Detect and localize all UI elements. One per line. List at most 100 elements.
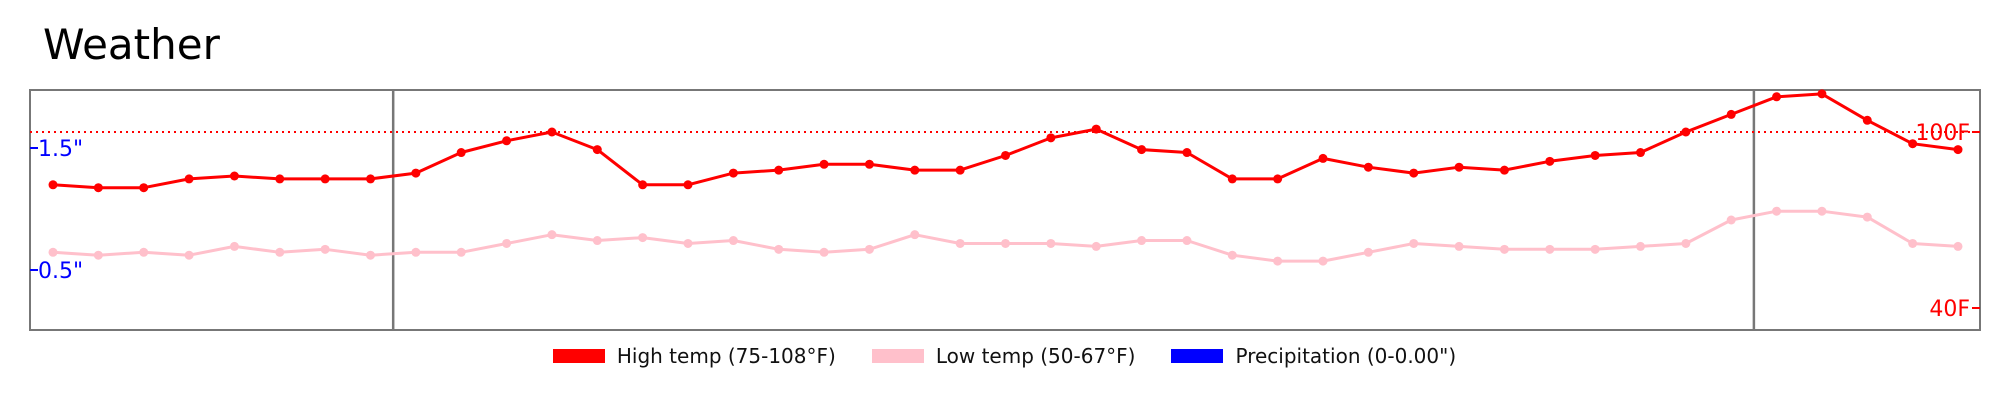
data-point-low-temp [1590,244,1600,254]
data-point-high-temp [728,168,738,178]
data-point-high-temp [955,165,965,175]
data-point-low-temp [1953,241,1963,251]
data-point-high-temp [1091,124,1101,134]
data-point-low-temp [275,247,285,257]
data-point-high-temp [1590,150,1600,160]
data-point-low-temp [411,247,421,257]
data-point-high-temp [411,168,421,178]
data-point-high-temp [592,145,602,155]
legend-swatch-high-temp [552,349,605,363]
data-point-low-temp [1862,212,1872,222]
legend-label-precipitation: Precipitation (0-0.00") [1235,344,1457,368]
data-point-high-temp [1726,109,1736,119]
data-point-low-temp [139,247,149,257]
data-point-low-temp [910,230,920,240]
data-point-high-temp [1363,162,1373,172]
data-point-high-temp [320,174,330,184]
data-point-low-temp [366,250,375,260]
data-point-low-temp [1772,206,1782,216]
chart-title: Weather [43,20,220,69]
data-point-low-temp [774,244,784,254]
data-point-high-temp [1545,156,1555,166]
data-point-low-temp [1001,238,1010,248]
vertical-separators [391,90,1756,330]
data-point-high-temp [502,136,512,146]
series-layer [48,89,1963,266]
data-point-high-temp [1636,148,1645,158]
data-point-low-temp [502,238,512,248]
data-point-high-temp [1499,165,1509,175]
legend-item-low-temp: Low temp (50-67°F) [871,344,1136,368]
data-point-high-temp [774,165,784,175]
data-point-high-temp [864,159,874,169]
data-point-high-temp [1409,168,1419,178]
data-point-low-temp [320,244,330,254]
data-point-high-temp [1681,127,1691,137]
data-point-low-temp [1273,256,1283,266]
data-point-low-temp [1726,215,1736,225]
data-point-low-temp [1046,238,1056,248]
data-point-high-temp [93,183,103,193]
data-point-low-temp [184,250,194,260]
data-point-low-temp [1817,206,1827,216]
legend: High temp (75-108°F) Low temp (50-67°F) … [0,344,2009,368]
data-point-high-temp [1862,115,1872,125]
data-point-high-temp [1454,162,1464,172]
legend-swatch-precipitation [1171,349,1224,363]
data-point-high-temp [910,165,920,175]
data-point-low-temp [547,230,557,240]
data-point-high-temp [139,183,149,193]
data-point-low-temp [1681,238,1691,248]
data-point-high-temp [1273,174,1283,184]
left-axis-ticks: 1.5" 0.5" [30,137,83,284]
data-point-low-temp [638,233,648,243]
data-point-low-temp [48,247,58,257]
data-point-high-temp [1817,89,1827,99]
data-point-high-temp [1001,150,1010,160]
legend-item-high-temp: High temp (75-108°F) [552,344,836,368]
data-point-high-temp [1046,133,1056,143]
data-point-high-temp [1953,145,1963,155]
data-point-high-temp [1227,174,1237,184]
data-point-low-temp [955,238,965,248]
data-point-low-temp [456,247,466,257]
data-point-low-temp [229,241,239,251]
data-point-high-temp [1772,92,1782,102]
data-point-low-temp [683,238,693,248]
legend-swatch-low-temp [871,349,924,363]
data-point-low-temp [592,236,602,246]
left-tick-label: 0.5" [38,259,83,284]
series-line-high-temp [52,92,1959,190]
data-point-low-temp [1454,241,1464,251]
data-point-high-temp [1137,145,1147,155]
data-point-low-temp [1499,244,1509,254]
data-point-high-temp [1182,148,1192,158]
data-point-high-temp [683,180,693,190]
data-point-high-temp [48,180,58,190]
plot-frame [29,89,1981,331]
data-point-low-temp [1318,256,1328,266]
data-point-high-temp [547,127,557,137]
data-point-low-temp [1137,236,1147,246]
right-tick-label: 100F [1915,121,1970,146]
right-axis-ticks: 100F 40F [1915,121,1980,322]
data-point-high-temp [275,174,285,184]
data-point-high-temp [819,159,829,169]
legend-label-high-temp: High temp (75-108°F) [616,344,836,368]
data-point-high-temp [229,171,239,181]
data-point-high-temp [184,174,194,184]
data-point-high-temp [456,148,466,158]
data-point-low-temp [1545,244,1555,254]
data-point-low-temp [1091,241,1101,251]
data-point-low-temp [1908,238,1918,248]
data-point-low-temp [1636,241,1645,251]
data-point-high-temp [1908,139,1918,149]
left-tick-label: 1.5" [38,137,83,162]
series-line-low-temp [52,209,1959,263]
data-point-low-temp [1409,238,1419,248]
right-tick-label: 40F [1929,297,1970,322]
data-point-low-temp [1227,250,1237,260]
data-point-high-temp [638,180,648,190]
legend-label-low-temp: Low temp (50-67°F) [935,344,1136,368]
